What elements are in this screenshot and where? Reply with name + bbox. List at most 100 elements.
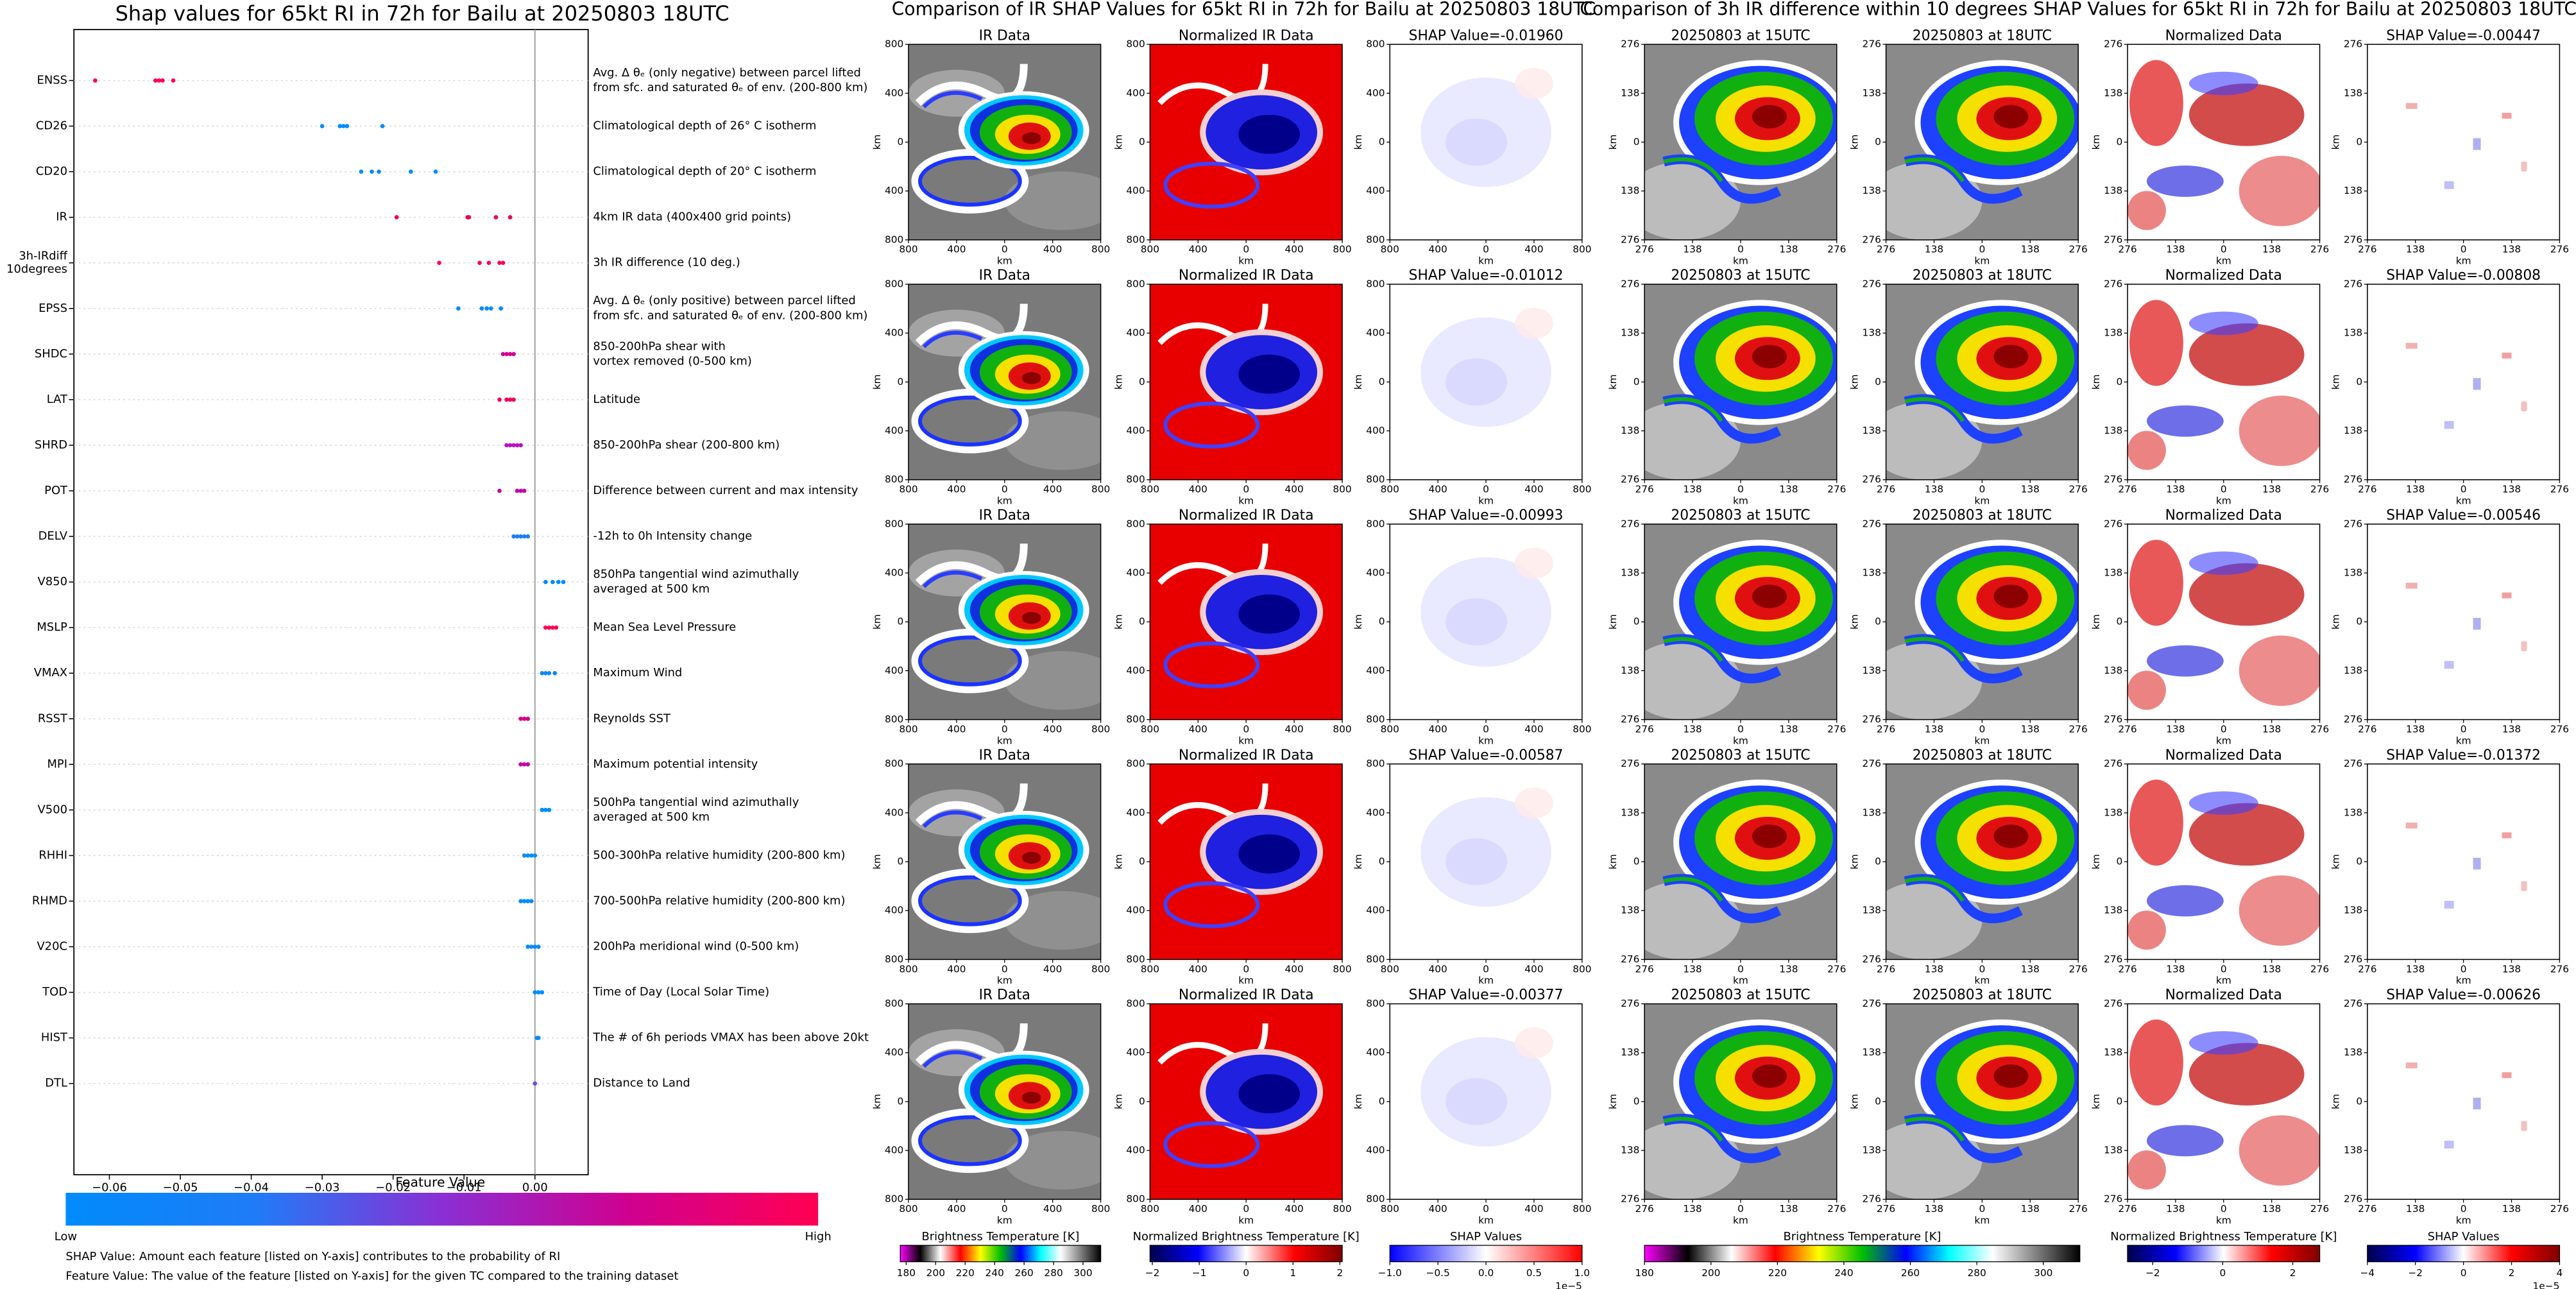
x-tick-label: 138 (1683, 963, 1702, 975)
y-tick-label: 276 (2344, 234, 2362, 245)
image-panel (1625, 284, 1847, 480)
y-tick-label: 138 (1621, 905, 1639, 916)
y-tick-label: 276 (2344, 474, 2362, 485)
y-tick-label: 276 (2104, 1193, 2122, 1205)
x-tick-label: 0.00 (522, 1181, 548, 1194)
x-tick-label: 276 (2068, 963, 2087, 975)
x-tick-label: 138 (1925, 244, 1943, 255)
y-tick-label: 400 (1366, 807, 1385, 818)
y-tick-label: 400 (1126, 665, 1145, 676)
colorbar (1389, 1245, 1583, 1263)
y-tick-label: 138 (2104, 665, 2122, 676)
x-axis-label: km (1238, 735, 1254, 746)
feature-label: TOD (42, 986, 67, 999)
x-tick-label: −0.04 (234, 1181, 269, 1194)
x-tick-label: 800 (1381, 723, 1399, 735)
y-tick-label: 800 (1366, 278, 1385, 289)
x-tick-label: 800 (1333, 484, 1351, 495)
feature-description: Climatological depth of 26° C isotherm (593, 119, 816, 133)
y-axis-label: km (2090, 374, 2102, 389)
image-panel (1625, 1004, 1847, 1200)
x-tick-label: 276 (2118, 723, 2137, 735)
section-title: Comparison of IR SHAP Values for 65kt RI… (892, 0, 1596, 19)
y-tick-label: 276 (2344, 1193, 2362, 1205)
feature-description: from sfc. and saturated θₑ of env. (200-… (593, 81, 867, 94)
colorbar-tick-label: 200 (1702, 1267, 1720, 1279)
y-tick-label: 800 (1366, 518, 1385, 529)
colorbar-low: Low (55, 1230, 77, 1243)
y-tick-label: 0 (2356, 136, 2362, 148)
feature-description: 3h IR difference (10 deg.) (593, 256, 740, 269)
shap-point (518, 488, 524, 493)
colorbar-offset: 1e−5 (1555, 1280, 1582, 1289)
shap-point (518, 899, 524, 903)
x-tick-label: 400 (1189, 1203, 1207, 1215)
x-tick-label: 138 (2262, 484, 2281, 495)
shap-point (504, 443, 509, 448)
x-tick-label: 0 (2461, 244, 2467, 255)
y-tick-label: 0 (1139, 616, 1145, 627)
feature-label: 10degrees (6, 262, 67, 276)
x-tick-label: 800 (1333, 723, 1351, 735)
y-tick-label: 0 (898, 856, 904, 867)
x-tick-label: 400 (1189, 723, 1207, 735)
y-tick-label: 276 (1863, 474, 1881, 485)
x-tick-label: 138 (2502, 963, 2521, 975)
y-tick-label: 138 (1621, 1145, 1639, 1156)
x-tick-label: 276 (1827, 1203, 1846, 1215)
y-tick-label: 138 (2344, 665, 2362, 676)
y-tick-label: 800 (1366, 38, 1385, 50)
x-tick-label: 0 (1737, 244, 1744, 255)
x-tick-label: 276 (1827, 484, 1846, 495)
y-tick-label: 0 (898, 616, 904, 627)
x-tick-label: 0 (1243, 244, 1249, 255)
panel-title: Normalized IR Data (1179, 28, 1314, 44)
shap-point (522, 899, 527, 903)
x-tick-label: 138 (1779, 1203, 1798, 1215)
y-tick-label: 276 (1621, 1193, 1639, 1205)
x-tick-label: 0 (1483, 963, 1489, 975)
panel-title: IR Data (979, 747, 1030, 764)
shap-point (477, 260, 482, 266)
x-tick-label: 800 (1573, 963, 1591, 975)
y-tick-label: 138 (1621, 327, 1639, 339)
x-axis-label: km (1974, 495, 1990, 506)
shap-point (529, 944, 534, 949)
shap-point (437, 260, 441, 266)
x-tick-label: 138 (2262, 723, 2281, 735)
shap-point (525, 762, 531, 767)
y-axis-label: km (1848, 854, 1860, 869)
x-tick-label: 0 (1483, 723, 1489, 735)
y-tick-label: 400 (1366, 185, 1385, 196)
colorbar-tick-label: −4 (2360, 1267, 2375, 1279)
panel-title: 20250803 at 18UTC (1913, 28, 2052, 44)
y-tick-label: 400 (1126, 327, 1145, 339)
shap-point (543, 808, 548, 812)
x-tick-label: 800 (1381, 963, 1399, 975)
y-axis-label: km (2330, 374, 2342, 389)
shap-point (377, 169, 381, 174)
y-tick-label: 0 (1875, 856, 1881, 867)
y-tick-label: 276 (2104, 278, 2122, 289)
feature-label: IR (56, 210, 67, 224)
y-axis-label: km (1848, 374, 1860, 389)
y-tick-label: 0 (1875, 1095, 1881, 1107)
shap-point (518, 716, 524, 721)
shap-point (536, 944, 541, 949)
shap-point (160, 78, 165, 83)
y-tick-label: 138 (1863, 807, 1881, 818)
y-tick-label: 276 (2344, 953, 2362, 965)
x-tick-label: 0 (1483, 484, 1489, 495)
shap-point (518, 534, 524, 539)
y-tick-label: 276 (1621, 953, 1639, 965)
shap-point (497, 488, 502, 493)
x-tick-label: 138 (2262, 244, 2281, 255)
x-tick-label: 276 (2310, 1203, 2329, 1215)
y-tick-label: 276 (1863, 713, 1881, 725)
x-tick-label: 0 (1483, 1203, 1489, 1215)
y-axis-label: km (871, 614, 883, 629)
x-tick-label: 0 (1483, 244, 1489, 255)
y-tick-label: 276 (2104, 234, 2122, 245)
x-tick-label: 400 (1189, 244, 1207, 255)
